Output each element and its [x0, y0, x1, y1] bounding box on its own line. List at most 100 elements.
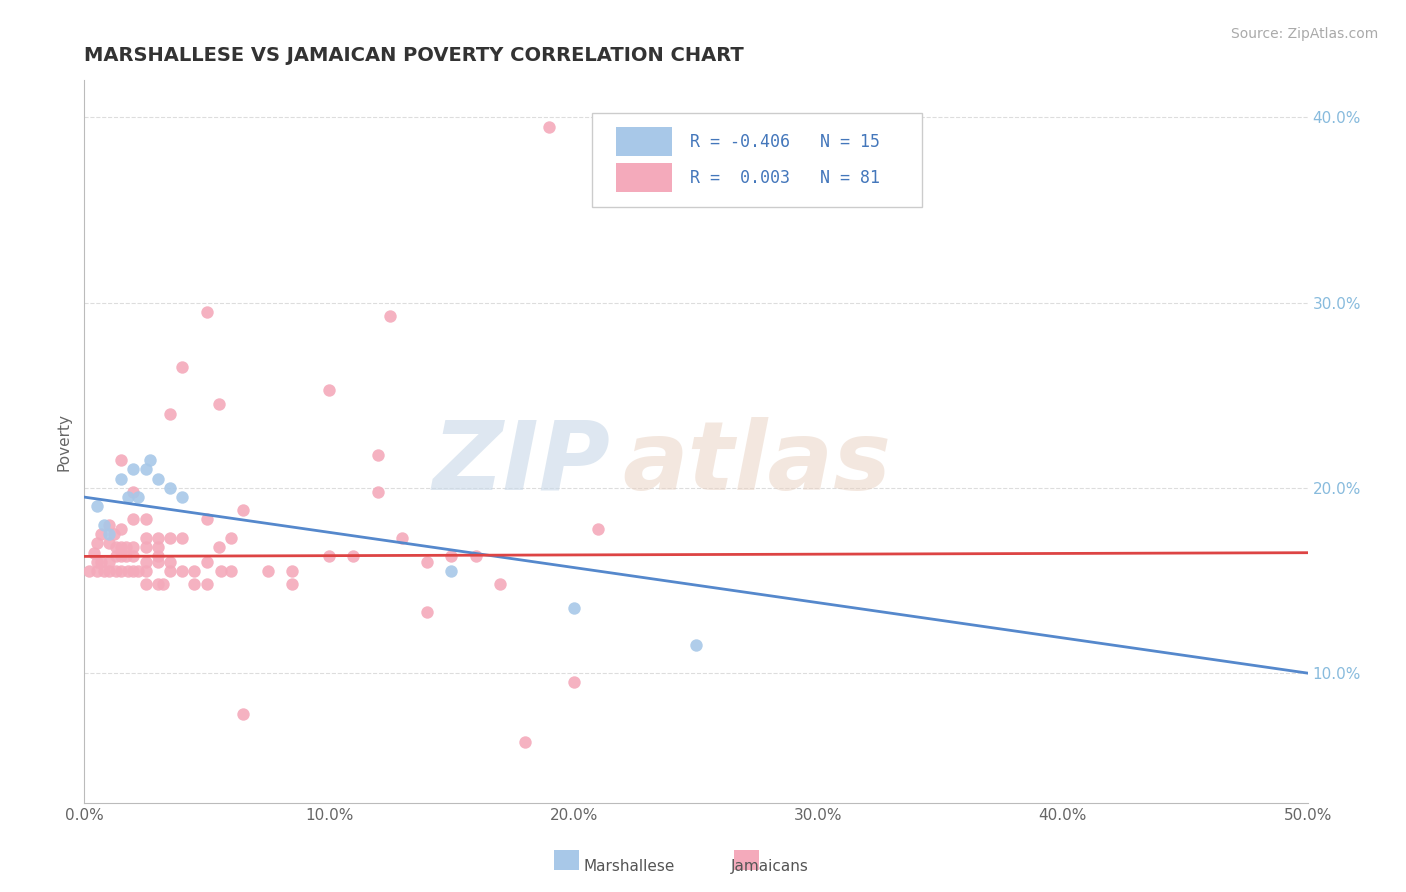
Point [105, 564, 128, 578]
Point [685, 638, 707, 652]
Point [209, 564, 232, 578]
Point [83, 546, 105, 560]
Point [146, 472, 169, 486]
Point [232, 706, 254, 721]
Point [117, 564, 139, 578]
Point [97, 517, 120, 532]
Point [110, 564, 132, 578]
Text: ZIP: ZIP [433, 417, 610, 509]
Point [219, 531, 242, 545]
Bar [616, 128, 672, 156]
Point [127, 564, 149, 578]
Point [318, 549, 340, 564]
Point [90, 555, 112, 569]
Y-axis label: Poverty: Poverty [56, 412, 72, 471]
Point [122, 484, 145, 499]
Point [122, 549, 145, 564]
Point [86, 555, 108, 569]
Text: R = -0.406   N = 15: R = -0.406 N = 15 [690, 133, 880, 151]
Point [135, 540, 157, 554]
Point [146, 577, 169, 591]
Point [135, 564, 157, 578]
Point [97, 527, 120, 541]
Point [257, 564, 280, 578]
Point [146, 540, 169, 554]
Text: R =  0.003   N = 81: R = 0.003 N = 81 [690, 169, 880, 186]
Point [416, 555, 439, 569]
Point [122, 512, 145, 526]
Point [93, 564, 115, 578]
Point [562, 601, 585, 615]
Text: MARSHALLESE VS JAMAICAN POVERTY CORRELATION CHART: MARSHALLESE VS JAMAICAN POVERTY CORRELAT… [84, 45, 744, 65]
Point [122, 540, 145, 554]
Point [391, 531, 413, 545]
Point [115, 549, 138, 564]
Point [440, 549, 463, 564]
Point [146, 549, 169, 564]
Point [208, 540, 231, 554]
Point [489, 577, 512, 591]
Point [367, 448, 389, 462]
Point [86, 564, 108, 578]
Point [159, 531, 181, 545]
Point [562, 675, 585, 690]
Text: Source: ZipAtlas.com: Source: ZipAtlas.com [1230, 27, 1378, 41]
Point [367, 484, 389, 499]
Point [135, 462, 157, 476]
Point [380, 309, 402, 323]
Point [195, 305, 218, 319]
Point [195, 512, 218, 526]
Point [172, 531, 194, 545]
Point [97, 536, 120, 550]
Point [208, 397, 231, 411]
Point [105, 549, 128, 564]
Point [135, 555, 157, 569]
Point [232, 503, 254, 517]
Point [172, 564, 194, 578]
Point [97, 555, 120, 569]
Point [281, 564, 304, 578]
Point [105, 540, 128, 554]
Point [110, 522, 132, 536]
Point [183, 564, 205, 578]
Point [86, 536, 108, 550]
Point [110, 540, 132, 554]
Point [513, 734, 536, 748]
Point [219, 564, 242, 578]
Point [110, 453, 132, 467]
Point [115, 540, 138, 554]
Point [318, 383, 340, 397]
FancyBboxPatch shape [592, 112, 922, 207]
Point [93, 517, 115, 532]
Point [135, 577, 157, 591]
Point [152, 577, 174, 591]
Point [103, 527, 125, 541]
Point [97, 564, 120, 578]
Point [139, 453, 162, 467]
Point [135, 512, 157, 526]
Point [127, 490, 149, 504]
Point [159, 564, 181, 578]
Point [195, 555, 218, 569]
Point [110, 472, 132, 486]
Point [172, 490, 194, 504]
Point [146, 531, 169, 545]
Point [77, 564, 100, 578]
Point [195, 577, 218, 591]
Point [159, 555, 181, 569]
Point [159, 481, 181, 495]
Point [159, 407, 181, 421]
Point [117, 490, 139, 504]
Point [440, 564, 463, 578]
Point [146, 555, 169, 569]
Point [135, 531, 157, 545]
Point [183, 577, 205, 591]
Point [86, 500, 108, 514]
Text: Jamaicans: Jamaicans [731, 859, 808, 874]
Point [90, 527, 112, 541]
Point [586, 522, 609, 536]
Point [416, 605, 439, 619]
Point [122, 564, 145, 578]
Point [538, 120, 561, 134]
Point [342, 549, 364, 564]
